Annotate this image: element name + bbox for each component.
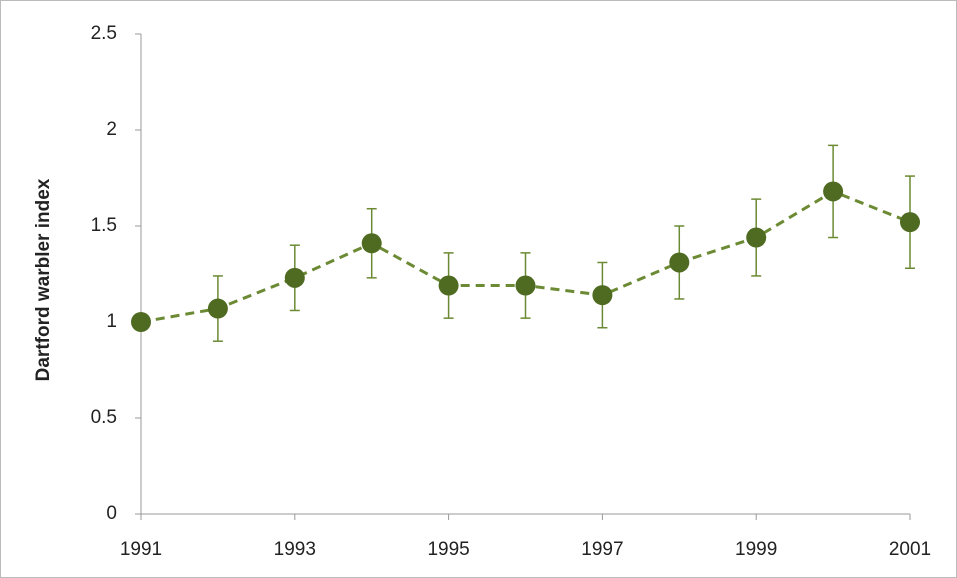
y-tick-label: 2 [106, 119, 117, 140]
x-tick-label: 1999 [735, 539, 777, 560]
y-tick-label: 2.5 [91, 23, 117, 44]
x-tick-label: 1997 [581, 539, 623, 560]
marker [131, 312, 151, 332]
marker [207, 298, 228, 319]
marker [746, 227, 767, 248]
x-tick-label: 2001 [889, 539, 931, 560]
marker [438, 275, 459, 296]
y-tick-label: 0.5 [91, 407, 117, 428]
marker [592, 285, 613, 306]
y-tick-label: 1.5 [91, 215, 117, 236]
y-tick-label: 1 [106, 311, 117, 332]
x-tick-label: 1991 [120, 539, 162, 560]
y-tick-label: 0 [106, 503, 117, 524]
marker [284, 267, 305, 288]
marker [823, 181, 844, 202]
marker [900, 212, 920, 233]
marker [361, 233, 382, 254]
marker [515, 275, 536, 296]
x-tick-label: 1995 [427, 539, 469, 560]
x-tick-label: 1993 [274, 539, 316, 560]
marker [669, 252, 690, 273]
y-axis-label: Dartford warbler index [33, 178, 54, 381]
